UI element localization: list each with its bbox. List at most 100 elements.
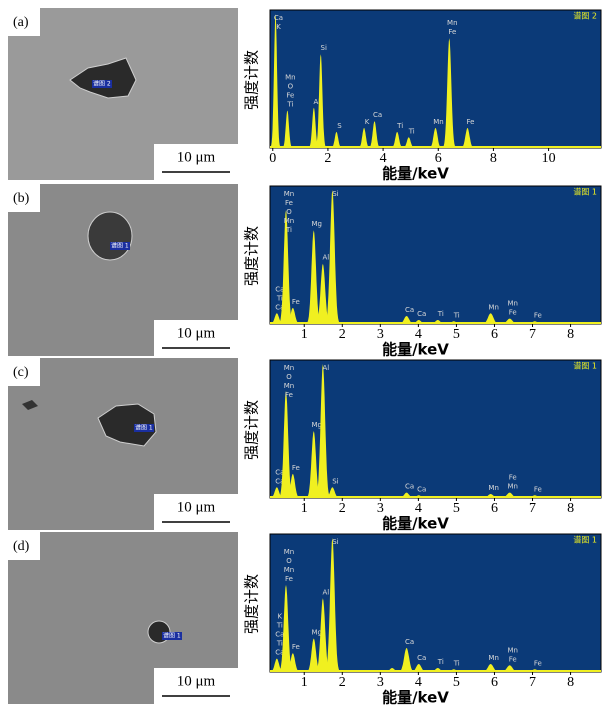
peak-label: Mn <box>507 646 517 654</box>
x-tick-label: 1 <box>301 501 308 516</box>
figure: 谱图 2(a)10 μm谱图 1(b)10 μm谱图 1(c)10 μm谱图 1… <box>0 0 605 709</box>
peak-label: K <box>276 23 281 31</box>
x-tick-label: 4 <box>380 151 387 166</box>
panel-label: (a) <box>13 15 29 30</box>
peak-label: Ca <box>417 654 426 662</box>
x-tick-label: 3 <box>377 675 384 690</box>
peak-label: Mn <box>488 484 498 492</box>
peak-label: Ti <box>437 658 444 666</box>
sem-image: 谱图 1(d)10 μm <box>8 532 238 704</box>
peak-label: Mn <box>507 300 517 308</box>
x-tick-label: 7 <box>529 501 536 516</box>
peak-label: Al <box>323 588 330 596</box>
panel-label: (c) <box>13 365 29 380</box>
peak-label: Ti <box>276 294 283 302</box>
peak-label: Mn <box>447 19 457 27</box>
x-tick-label: 1 <box>301 675 308 690</box>
peak-label: Ti <box>453 659 460 667</box>
x-tick-label: 4 <box>415 327 422 342</box>
peak-label: Fe <box>534 311 542 319</box>
peak-label: Fe <box>285 199 293 207</box>
peak-label: Mn <box>284 382 294 390</box>
x-tick-label: 3 <box>377 327 384 342</box>
x-tick-label: 2 <box>339 327 346 342</box>
peak-label: Ti <box>285 226 292 234</box>
x-tick-label: 8 <box>567 327 574 342</box>
peak-label: Mn <box>284 566 294 574</box>
peak-label: S <box>337 122 342 130</box>
peak-label: Fe <box>292 464 300 472</box>
x-tick-label: 0 <box>269 151 276 166</box>
spectrum-tag: 谱图 1 <box>573 187 597 197</box>
peak-label: Mn <box>284 190 294 198</box>
peak-label: Mg <box>312 220 322 228</box>
peak-label: K <box>278 613 283 621</box>
peak-label: Ca <box>274 14 283 22</box>
inclusion <box>88 212 132 260</box>
x-tick-label: 6 <box>491 327 498 342</box>
x-tick-label: 5 <box>453 501 460 516</box>
peak-label: K <box>365 118 370 126</box>
x-tick-label: 8 <box>490 151 497 166</box>
scale-bar-label: 10 μm <box>177 149 216 165</box>
scale-bar-label: 10 μm <box>177 325 216 341</box>
peak-label: Mn <box>507 483 517 491</box>
peak-label: Ti <box>408 127 415 135</box>
peak-label: Mn <box>284 364 294 372</box>
sem-image: 谱图 1(c)10 μm <box>8 358 238 530</box>
spectrum-tag: 谱图 2 <box>573 11 597 21</box>
peak-label: Ca <box>405 306 414 314</box>
x-tick-label: 6 <box>491 675 498 690</box>
x-tick-label: 7 <box>529 675 536 690</box>
peak-label: Si <box>332 477 338 485</box>
peak-label: Ca <box>417 485 426 493</box>
spot-label: 谱图 2 <box>93 80 111 88</box>
panel-label: (b) <box>13 191 30 206</box>
y-axis-label: 强度计数 <box>243 574 261 634</box>
y-axis-label: 强度计数 <box>243 226 261 286</box>
peak-label: Ti <box>453 311 460 319</box>
x-tick-label: 4 <box>415 675 422 690</box>
panel-label: (d) <box>13 539 30 554</box>
peak-label: Ca <box>417 310 426 318</box>
peak-label: Ca <box>275 631 284 639</box>
x-tick-label: 6 <box>435 151 442 166</box>
peak-label: O <box>286 373 292 381</box>
peak-label: Mn <box>285 73 295 81</box>
peak-label: Mn <box>488 303 498 311</box>
peak-label: Ti <box>276 640 283 648</box>
sem-image: 谱图 2 (a) 10 μm <box>8 8 238 180</box>
peak-label: Fe <box>509 655 517 663</box>
scale-bar-label: 10 μm <box>177 499 216 515</box>
sem-image: 谱图 1 (b) 10 μm <box>8 184 238 356</box>
x-axis-label: 能量/keV <box>382 165 449 183</box>
spot-label: 谱图 1 <box>163 632 181 640</box>
peak-label: Si <box>332 190 338 198</box>
x-tick-label: 7 <box>529 327 536 342</box>
y-axis-label: 强度计数 <box>243 400 261 460</box>
x-axis-label: 能量/keV <box>382 515 449 533</box>
x-axis-label: 能量/keV <box>382 689 449 707</box>
spot-label: 谱图 1 <box>111 242 129 250</box>
peak-label: Fe <box>448 28 456 36</box>
peak-label: Al <box>323 364 330 372</box>
x-tick-label: 2 <box>339 501 346 516</box>
peak-label: Al <box>323 254 330 262</box>
peak-label: O <box>286 208 292 216</box>
x-tick-label: 10 <box>542 151 556 166</box>
peak-label: Fe <box>509 474 517 482</box>
x-axis-label: 能量/keV <box>382 341 449 359</box>
spectrum-tag: 谱图 1 <box>573 535 597 545</box>
peak-label: Mn <box>433 118 443 126</box>
peak-label: O <box>286 557 292 565</box>
peak-label: Fe <box>285 575 293 583</box>
peak-label: Ca <box>405 638 414 646</box>
y-axis-label: 强度计数 <box>243 50 261 110</box>
peak-label: Si <box>332 538 338 546</box>
peak-label: Mn <box>284 217 294 225</box>
x-tick-label: 5 <box>453 327 460 342</box>
peak-label: Fe <box>286 91 294 99</box>
x-tick-label: 1 <box>301 327 308 342</box>
x-tick-label: 3 <box>377 501 384 516</box>
peak-label: Ti <box>437 310 444 318</box>
